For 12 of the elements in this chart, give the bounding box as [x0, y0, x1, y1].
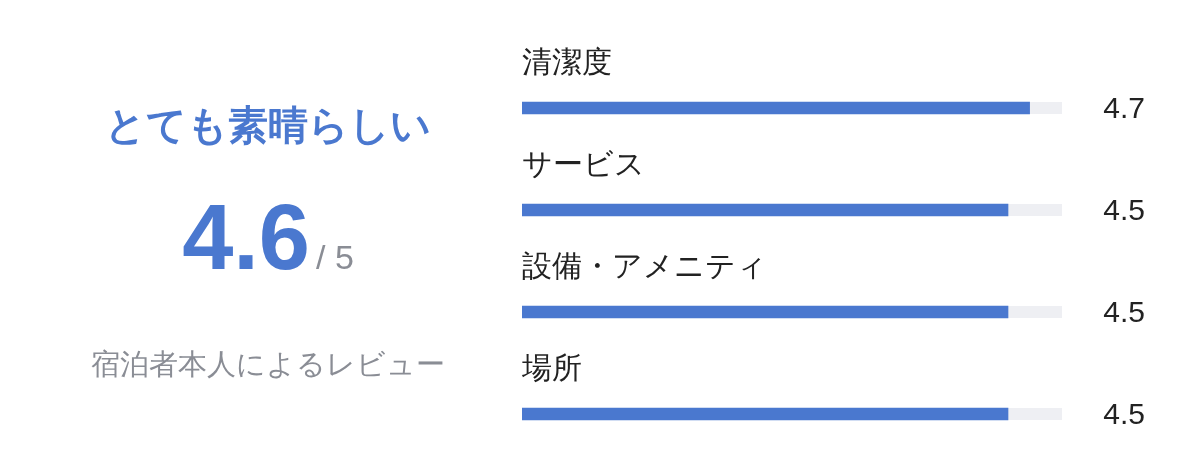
- text: 4.6: [182, 186, 311, 288]
- category-label: 場所: [522, 349, 582, 385]
- data-label: 4.7: [1103, 91, 1145, 125]
- text: 宿泊者本人によるレビュー: [90, 346, 446, 383]
- category-label: 清潔度: [522, 43, 612, 79]
- text: とても素晴らしい: [104, 101, 432, 150]
- category-label: 設備・アメニティ: [522, 247, 767, 283]
- text: / 5: [316, 238, 354, 276]
- data-label: 4.5: [1103, 193, 1145, 227]
- category-label: サービス: [522, 145, 645, 181]
- data-label: 4.5: [1103, 295, 1145, 329]
- data-label: 4.5: [1103, 397, 1145, 431]
